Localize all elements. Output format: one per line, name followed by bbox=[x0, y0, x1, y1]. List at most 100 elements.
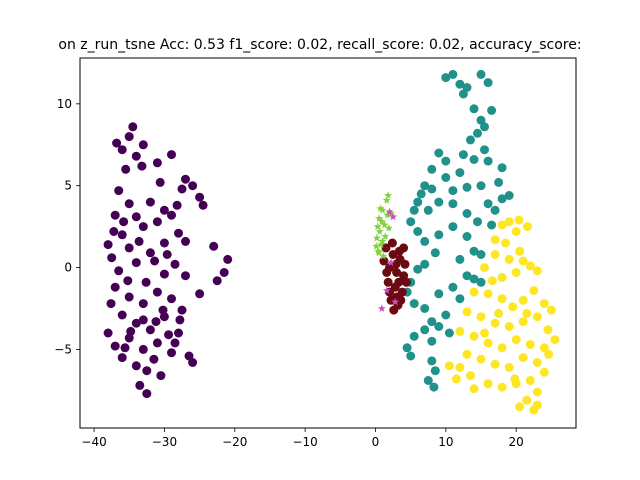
data-point bbox=[434, 230, 444, 240]
data-point bbox=[373, 222, 382, 230]
data-point bbox=[539, 367, 549, 377]
data-point bbox=[522, 308, 532, 318]
data-point bbox=[420, 325, 430, 335]
x-tick-label: −40 bbox=[81, 435, 106, 449]
data-point bbox=[510, 374, 520, 384]
data-point bbox=[212, 276, 222, 286]
data-point bbox=[476, 115, 486, 125]
data-point bbox=[167, 348, 176, 358]
data-point bbox=[473, 217, 482, 227]
data-point bbox=[209, 241, 219, 251]
data-point bbox=[469, 246, 479, 256]
data-point bbox=[483, 156, 493, 166]
data-point bbox=[448, 69, 458, 79]
data-point bbox=[162, 250, 172, 259]
data-point bbox=[141, 277, 151, 287]
data-point bbox=[170, 259, 180, 269]
data-point bbox=[109, 227, 119, 236]
data-point bbox=[175, 315, 185, 325]
data-point bbox=[469, 155, 479, 164]
data-point bbox=[483, 199, 493, 209]
data-point bbox=[382, 268, 392, 277]
data-point bbox=[427, 317, 437, 327]
data-point bbox=[394, 277, 404, 287]
data-point bbox=[455, 254, 465, 264]
data-point bbox=[382, 286, 391, 294]
data-point bbox=[413, 227, 423, 236]
data-point bbox=[155, 177, 165, 187]
data-point bbox=[518, 295, 528, 305]
data-point bbox=[416, 189, 426, 199]
data-point bbox=[152, 158, 162, 168]
data-point bbox=[494, 177, 504, 187]
data-point bbox=[529, 405, 539, 415]
data-point bbox=[177, 305, 187, 315]
data-point bbox=[409, 205, 419, 215]
data-point bbox=[387, 238, 397, 248]
x-tick-label: −30 bbox=[152, 435, 177, 449]
series-0 bbox=[103, 122, 233, 399]
data-point bbox=[466, 135, 475, 145]
data-point bbox=[466, 371, 475, 381]
data-point bbox=[138, 222, 148, 232]
data-point bbox=[490, 205, 500, 215]
data-point bbox=[448, 222, 458, 232]
data-point bbox=[106, 299, 116, 309]
data-point bbox=[377, 240, 386, 248]
x-tick-label: −20 bbox=[222, 435, 247, 449]
data-point bbox=[413, 197, 423, 207]
data-point bbox=[158, 305, 168, 315]
data-point bbox=[497, 343, 507, 353]
data-point bbox=[497, 194, 507, 204]
data-point bbox=[174, 328, 183, 338]
data-point bbox=[476, 250, 486, 259]
data-point bbox=[117, 310, 127, 320]
data-point bbox=[406, 351, 416, 361]
data-point bbox=[181, 236, 190, 246]
data-point bbox=[469, 287, 479, 297]
data-point bbox=[490, 318, 500, 328]
data-point bbox=[455, 362, 465, 372]
data-point bbox=[487, 276, 497, 286]
data-point bbox=[378, 237, 387, 245]
data-point bbox=[392, 268, 402, 277]
data-point bbox=[497, 294, 507, 304]
data-point bbox=[181, 174, 190, 184]
series-2 bbox=[444, 215, 560, 415]
data-point bbox=[384, 191, 393, 199]
data-point bbox=[138, 140, 148, 150]
data-point bbox=[120, 343, 130, 353]
data-point bbox=[529, 286, 539, 295]
data-point bbox=[469, 104, 479, 114]
data-point bbox=[117, 230, 127, 240]
data-point bbox=[409, 331, 419, 341]
data-point bbox=[469, 331, 479, 341]
data-point bbox=[376, 204, 385, 212]
data-point bbox=[124, 199, 134, 209]
data-point bbox=[427, 184, 437, 194]
data-point bbox=[413, 264, 423, 274]
data-point bbox=[103, 240, 113, 250]
data-point bbox=[391, 297, 400, 306]
data-point bbox=[455, 168, 465, 178]
data-point bbox=[131, 258, 141, 268]
data-point bbox=[114, 186, 124, 196]
data-point bbox=[544, 349, 554, 359]
data-point bbox=[124, 132, 134, 142]
data-point bbox=[174, 228, 183, 238]
data-point bbox=[156, 371, 166, 381]
data-point bbox=[462, 307, 472, 317]
data-point bbox=[483, 379, 493, 389]
data-point bbox=[497, 220, 507, 230]
data-point bbox=[145, 197, 155, 207]
data-point bbox=[525, 376, 535, 385]
data-point bbox=[511, 268, 521, 277]
data-point bbox=[455, 294, 465, 304]
data-point bbox=[389, 305, 399, 315]
data-point bbox=[504, 254, 514, 264]
data-point bbox=[476, 312, 486, 322]
data-point bbox=[483, 78, 493, 88]
data-point bbox=[487, 105, 497, 115]
data-point bbox=[107, 253, 117, 263]
data-point bbox=[501, 238, 511, 248]
